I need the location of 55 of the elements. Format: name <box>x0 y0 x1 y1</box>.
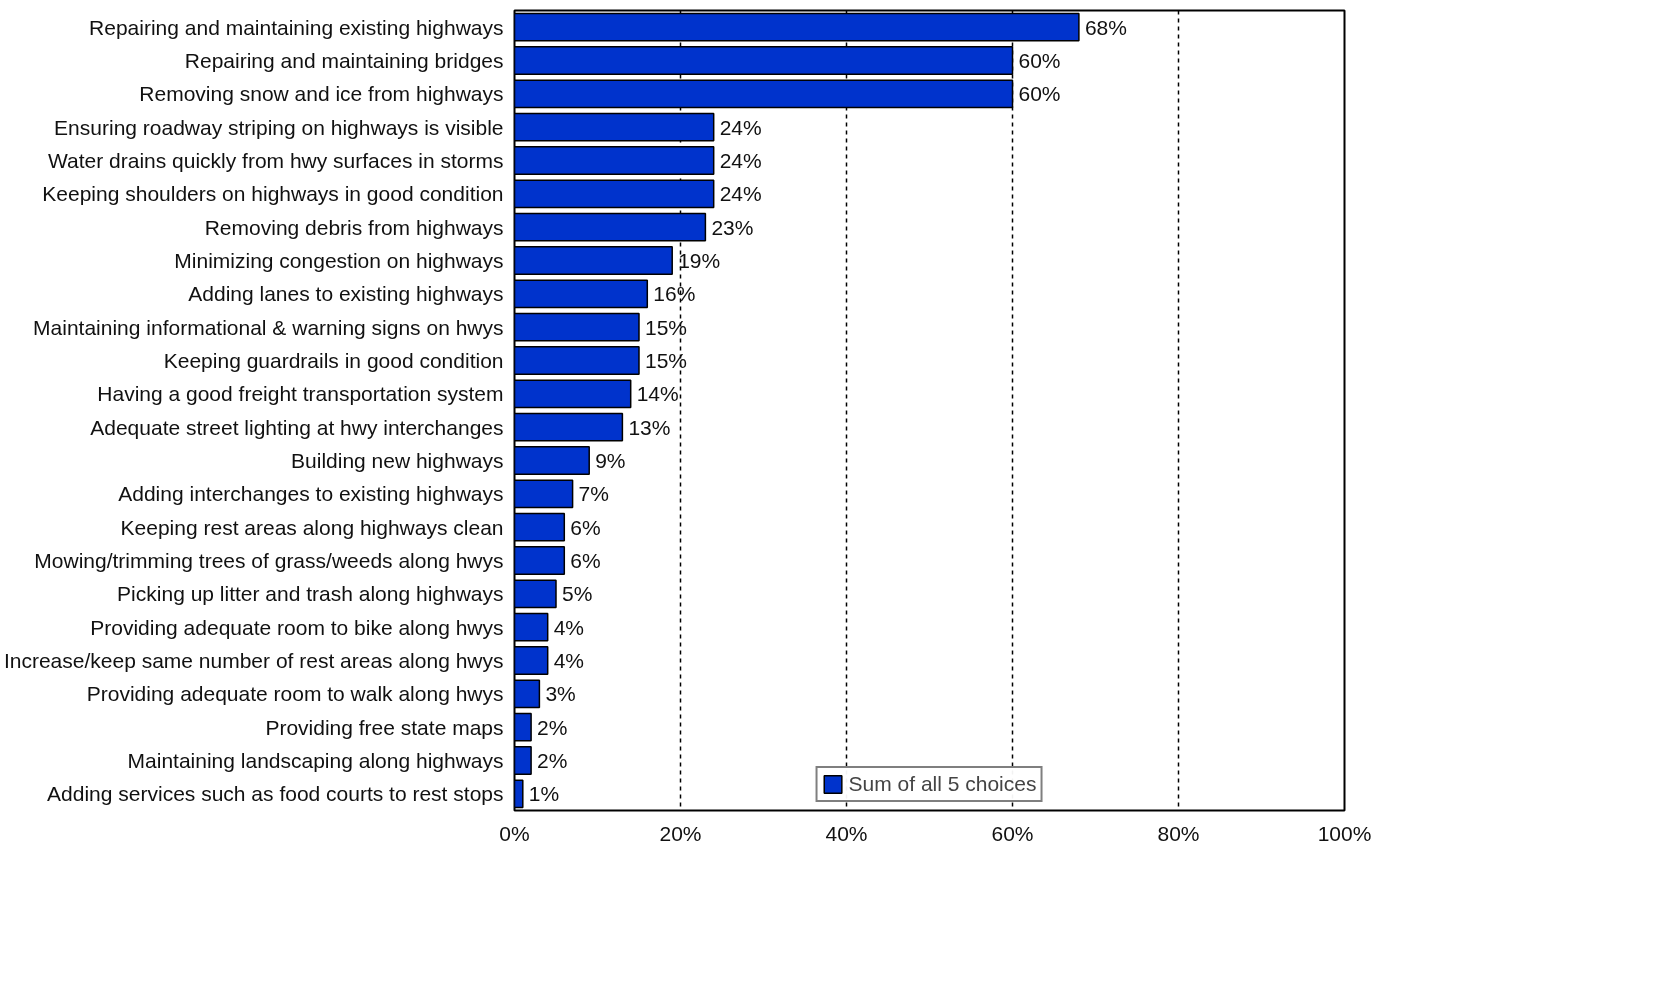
data-label: 9% <box>595 449 626 472</box>
data-label: 6% <box>570 549 601 572</box>
y-tick-label: Picking up litter and trash along highways <box>117 582 504 606</box>
data-label: 1% <box>528 782 560 806</box>
y-tick-label: Repairing and maintaining bridges <box>184 49 504 72</box>
data-label: 15% <box>645 315 688 339</box>
data-label: 24% <box>719 182 762 206</box>
data-label: 60% <box>1018 49 1061 72</box>
data-label: 19% <box>678 249 721 272</box>
y-tick-label: Ensuring roadway striping on highways is visible <box>54 115 504 139</box>
y-tick-label: Providing free state maps <box>265 715 504 739</box>
y-tick-label: Building new highways <box>291 449 504 472</box>
y-tick-label: Keeping rest areas along highways clean <box>120 515 504 539</box>
y-tick-label: Minimizing congestion on highways <box>174 249 504 272</box>
data-label: 3% <box>545 682 576 706</box>
legend-label: Sum of all 5 choices <box>848 772 1037 796</box>
y-tick-label: Keeping shoulders on highways in good condition <box>42 182 504 206</box>
data-label: 24% <box>719 149 762 172</box>
data-label: 16% <box>653 282 696 306</box>
data-label: 7% <box>578 482 609 506</box>
data-label: 15% <box>645 349 688 372</box>
data-label: 14% <box>636 382 679 406</box>
x-tick-label: 60% <box>991 821 1034 845</box>
data-label: 24% <box>719 115 762 139</box>
data-label: 68% <box>1084 15 1127 39</box>
y-tick-label: Water drains quickly from hwy surfaces in storms <box>47 149 504 172</box>
y-tick-label: Having a good freight transportation system <box>97 382 504 406</box>
data-label: 23% <box>711 215 754 239</box>
y-tick-label: Adding services such as food courts to rest stops <box>47 782 504 806</box>
y-tick-label: Providing adequate room to bike along hwys <box>90 615 504 639</box>
data-label: 6% <box>570 515 601 539</box>
x-tick-label: 80% <box>1157 821 1200 845</box>
y-tick-label: Removing debris from highways <box>204 215 504 239</box>
data-label: 4% <box>553 649 585 672</box>
x-tick-label: 20% <box>659 821 702 845</box>
data-label: 5% <box>562 582 593 606</box>
x-tick-label: 40% <box>825 821 868 845</box>
y-tick-label: Maintaining landscaping along highways <box>127 749 504 772</box>
y-tick-label: Adding interchanges to existing highways <box>118 482 504 506</box>
y-tick-label: Mowing/trimming trees of grass/weeds along hwys <box>34 549 504 572</box>
data-label: 2% <box>537 749 568 772</box>
x-tick-label: 0% <box>499 821 530 845</box>
y-tick-label: Providing adequate room to walk along hwys <box>86 682 504 706</box>
data-label: 13% <box>628 415 671 439</box>
y-tick-label: Adding lanes to existing highways <box>188 282 504 306</box>
y-tick-label: Repairing and maintaining existing highways <box>89 15 504 39</box>
data-label: 4% <box>553 615 585 639</box>
y-tick-label: Maintaining informational & warning signs on hwys <box>33 315 504 339</box>
y-tick-label: Keeping guardrails in good condition <box>163 349 504 372</box>
y-tick-label: Adequate street lighting at hwy interchanges <box>90 415 504 439</box>
y-tick-label: Increase/keep same number of rest areas along hwys <box>3 649 504 672</box>
data-label: 2% <box>537 715 568 739</box>
x-tick-label: 100% <box>1317 821 1372 845</box>
y-tick-label: Removing snow and ice from highways <box>139 82 504 106</box>
data-label: 60% <box>1018 82 1061 106</box>
